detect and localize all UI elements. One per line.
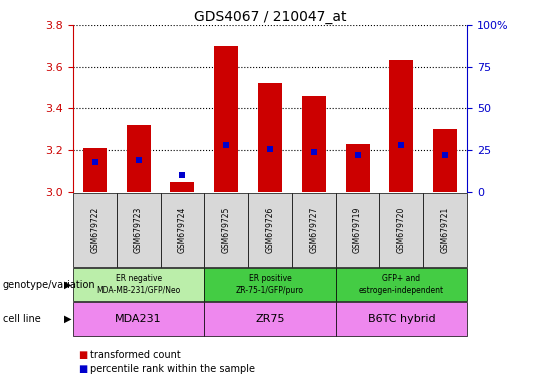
Text: GDS4067 / 210047_at: GDS4067 / 210047_at	[194, 10, 346, 23]
Text: ZR75: ZR75	[255, 314, 285, 324]
Text: ■: ■	[78, 364, 87, 374]
Text: GSM679723: GSM679723	[134, 207, 143, 253]
Bar	[83, 148, 107, 192]
Text: GSM679727: GSM679727	[309, 207, 318, 253]
Bar	[126, 125, 151, 192]
Bar	[214, 46, 238, 192]
Text: B6TC hybrid: B6TC hybrid	[368, 314, 435, 324]
Text: GSM679721: GSM679721	[441, 207, 450, 253]
Text: genotype/variation: genotype/variation	[3, 280, 96, 290]
Text: cell line: cell line	[3, 314, 40, 324]
Text: GSM679720: GSM679720	[397, 207, 406, 253]
Text: percentile rank within the sample: percentile rank within the sample	[90, 364, 255, 374]
Text: ▶: ▶	[64, 314, 71, 324]
Bar	[346, 144, 370, 192]
Text: GSM679719: GSM679719	[353, 207, 362, 253]
Text: MDA231: MDA231	[115, 314, 162, 324]
Bar	[302, 96, 326, 192]
Bar	[433, 129, 457, 192]
Text: ER negative
MDA-MB-231/GFP/Neo: ER negative MDA-MB-231/GFP/Neo	[97, 275, 181, 295]
Bar	[170, 182, 194, 192]
Bar	[389, 60, 414, 192]
Bar	[258, 83, 282, 192]
Text: ER positive
ZR-75-1/GFP/puro: ER positive ZR-75-1/GFP/puro	[236, 275, 304, 295]
Text: ■: ■	[78, 350, 87, 360]
Text: GSM679726: GSM679726	[266, 207, 274, 253]
Text: transformed count: transformed count	[90, 350, 181, 360]
Text: ▶: ▶	[64, 280, 71, 290]
Text: GSM679724: GSM679724	[178, 207, 187, 253]
Text: GSM679725: GSM679725	[222, 207, 231, 253]
Text: GFP+ and
estrogen-independent: GFP+ and estrogen-independent	[359, 275, 444, 295]
Text: GSM679722: GSM679722	[90, 207, 99, 253]
